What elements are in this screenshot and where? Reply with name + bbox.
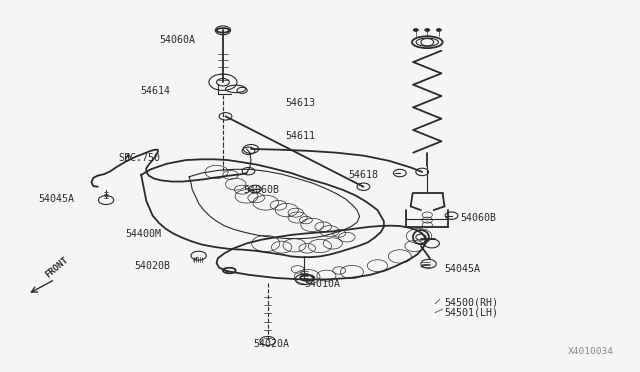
Text: 54618: 54618 (349, 170, 379, 180)
Text: 54614: 54614 (140, 87, 170, 96)
Text: 54010A: 54010A (304, 279, 340, 289)
Text: 54501(LH): 54501(LH) (445, 307, 499, 317)
Circle shape (425, 29, 430, 32)
Text: FRONT: FRONT (44, 255, 70, 279)
Text: 54400M: 54400M (125, 229, 161, 239)
Text: 54500(RH): 54500(RH) (445, 298, 499, 308)
Text: 54020A: 54020A (253, 339, 289, 349)
Text: SEC.750: SEC.750 (119, 153, 161, 163)
Text: 54613: 54613 (285, 97, 315, 108)
Text: 54060B: 54060B (461, 212, 497, 222)
Text: 54611: 54611 (285, 131, 315, 141)
Text: 54045A: 54045A (445, 264, 481, 275)
Text: 54020B: 54020B (134, 261, 170, 271)
Text: 54060B: 54060B (243, 185, 280, 195)
Text: 54060A: 54060A (159, 35, 195, 45)
Text: 54045A: 54045A (38, 194, 74, 204)
Circle shape (413, 29, 419, 32)
Text: X4010034: X4010034 (568, 347, 614, 356)
Circle shape (436, 29, 442, 32)
